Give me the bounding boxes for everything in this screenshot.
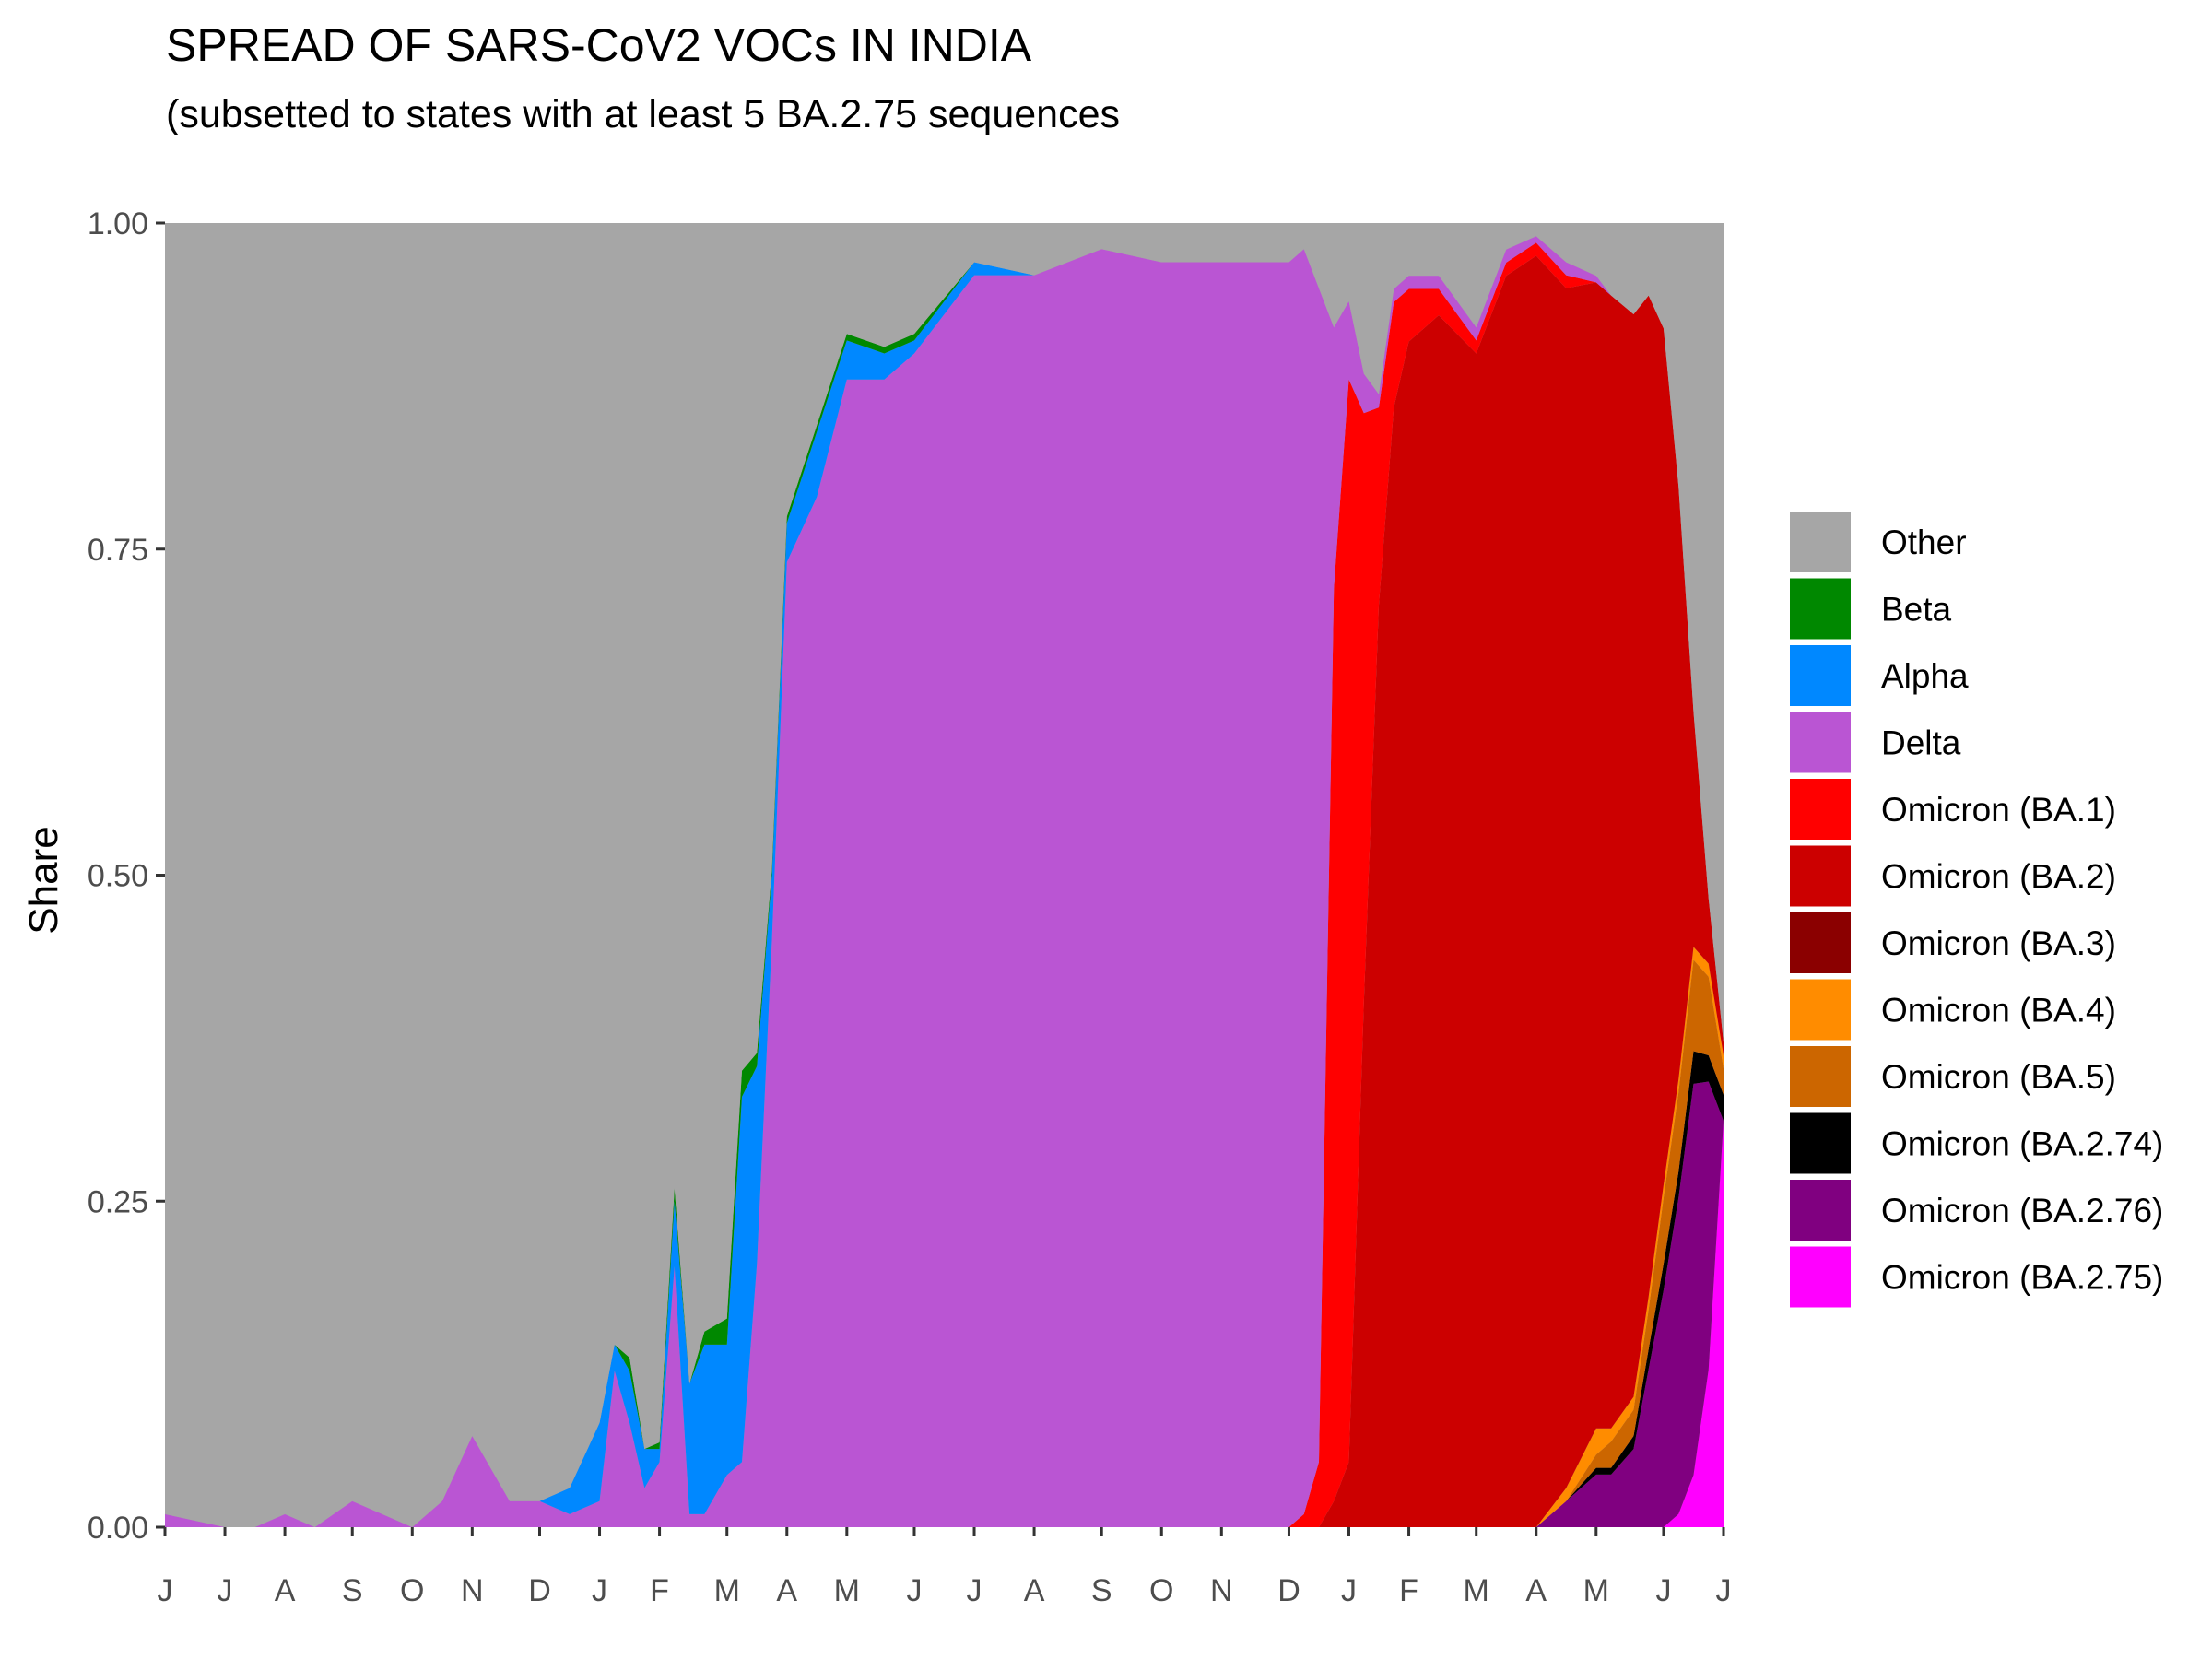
legend-key-delta bbox=[1790, 712, 1851, 773]
x-tick-label: S bbox=[1091, 1573, 1112, 1608]
y-tick-label: 0.75 bbox=[88, 533, 148, 568]
x-tick-label: J bbox=[158, 1573, 173, 1608]
plot-area bbox=[165, 223, 1724, 1528]
x-tick-label: M bbox=[1583, 1573, 1609, 1608]
x-tick-label: M bbox=[1464, 1573, 1489, 1608]
x-tick-label: S bbox=[342, 1573, 363, 1608]
legend-label-beta: Beta bbox=[1881, 591, 1952, 629]
legend-key-beta bbox=[1790, 578, 1851, 640]
x-tick-label: J bbox=[1341, 1573, 1357, 1608]
x-tick-label: J bbox=[1716, 1573, 1732, 1608]
legend-label-alpha: Alpha bbox=[1881, 657, 1969, 695]
x-tick-label: J bbox=[218, 1573, 233, 1608]
y-tick-label: 1.00 bbox=[88, 206, 148, 241]
y-tick-label: 0.00 bbox=[88, 1511, 148, 1546]
legend-key-alpha bbox=[1790, 645, 1851, 706]
x-tick-label: F bbox=[1399, 1573, 1418, 1608]
legend-label-omicron-ba-2-76: Omicron (BA.2.76) bbox=[1881, 1192, 2163, 1230]
x-tick-label: D bbox=[528, 1573, 551, 1608]
x-tick-label: A bbox=[776, 1573, 797, 1608]
x-tick-label: J bbox=[592, 1573, 607, 1608]
x-tick-label: M bbox=[714, 1573, 740, 1608]
legend-label-omicron-ba-1: Omicron (BA.1) bbox=[1881, 791, 2116, 829]
legend-key-omicron-ba-2-75 bbox=[1790, 1246, 1851, 1308]
legend: Other Beta Alpha Delta Omicron (BA.1) Omicron… bbox=[1790, 512, 2163, 1308]
chart-title: SPREAD OF SARS-CoV2 VOCs IN INDIA bbox=[166, 19, 1032, 71]
x-tick-label: M bbox=[834, 1573, 860, 1608]
y-tick-label: 0.25 bbox=[88, 1184, 148, 1219]
legend-key-omicron-ba-3 bbox=[1790, 912, 1851, 973]
legend-label-omicron-ba-2-75: Omicron (BA.2.75) bbox=[1881, 1259, 2163, 1297]
legend-label-omicron-ba-5: Omicron (BA.5) bbox=[1881, 1058, 2116, 1096]
y-tick-label: 0.50 bbox=[88, 859, 148, 894]
legend-key-other bbox=[1790, 512, 1851, 572]
area-delta bbox=[165, 236, 1724, 1528]
legend-key-omicron-ba-2 bbox=[1790, 845, 1851, 907]
x-tick-label: O bbox=[400, 1573, 424, 1608]
x-tick-label: A bbox=[1525, 1573, 1547, 1608]
area-omicron-ba-2 bbox=[165, 255, 1724, 1528]
chart-subtitle: (subsetted to states with at least 5 BA.… bbox=[166, 92, 1120, 136]
series-areas bbox=[165, 223, 1724, 1528]
legend-key-omicron-ba-2-76 bbox=[1790, 1180, 1851, 1241]
x-tick-label: O bbox=[1149, 1573, 1173, 1608]
area-omicron-ba-1 bbox=[165, 242, 1724, 1527]
legend-key-omicron-ba-4 bbox=[1790, 979, 1851, 1041]
legend-label-omicron-ba-3: Omicron (BA.3) bbox=[1881, 924, 2116, 962]
legend-key-omicron-ba-5 bbox=[1790, 1046, 1851, 1107]
legend-label-omicron-ba-4: Omicron (BA.4) bbox=[1881, 992, 2116, 1030]
x-tick-label: N bbox=[461, 1573, 484, 1608]
y-axis-label: Share bbox=[21, 826, 66, 934]
x-tick-label: A bbox=[1024, 1573, 1045, 1608]
legend-label-delta: Delta bbox=[1881, 724, 1961, 762]
x-tick-label: J bbox=[1655, 1573, 1671, 1608]
legend-label-other: Other bbox=[1881, 524, 1967, 561]
x-tick-label: A bbox=[275, 1573, 296, 1608]
legend-label-omicron-ba-2-74: Omicron (BA.2.74) bbox=[1881, 1125, 2163, 1163]
x-tick-label: J bbox=[906, 1573, 922, 1608]
y-axis: 0.00 0.25 0.50 0.75 1.00 bbox=[88, 206, 165, 1546]
legend-key-omicron-ba-2-74 bbox=[1790, 1112, 1851, 1174]
x-tick-label: D bbox=[1277, 1573, 1300, 1608]
x-tick-label: F bbox=[650, 1573, 669, 1608]
legend-key-omicron-ba-1 bbox=[1790, 779, 1851, 840]
area-other bbox=[165, 223, 1724, 1527]
x-tick-label: N bbox=[1210, 1573, 1233, 1608]
x-tick-label: J bbox=[967, 1573, 982, 1608]
legend-label-omicron-ba-2: Omicron (BA.2) bbox=[1881, 858, 2116, 896]
